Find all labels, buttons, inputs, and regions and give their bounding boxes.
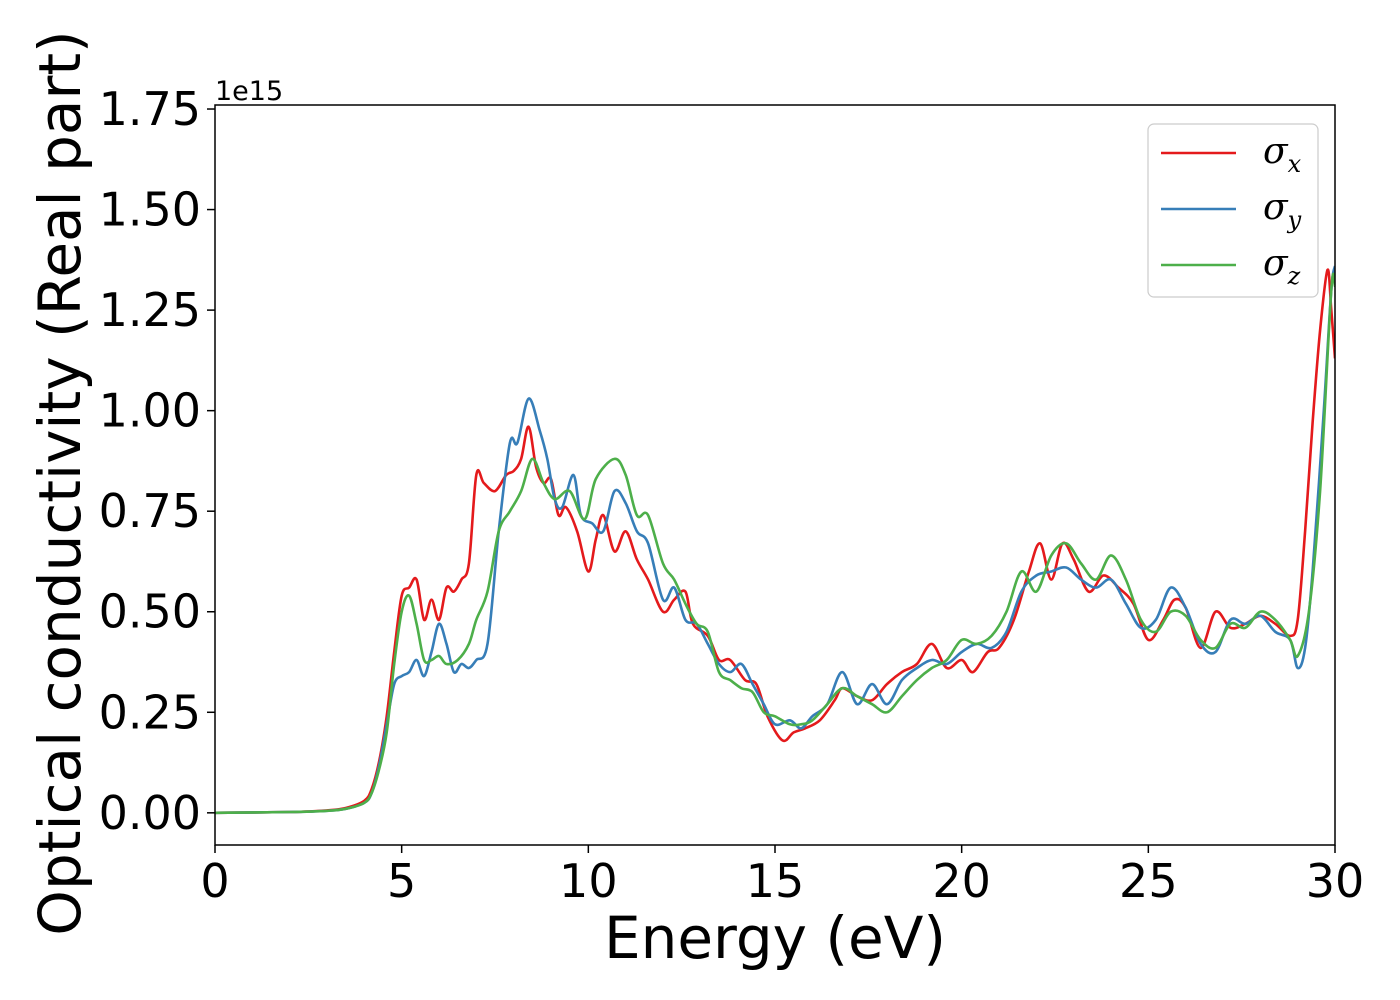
x-axis-label: Energy (eV): [604, 904, 946, 972]
plot-area: [215, 265, 1335, 815]
x-tick-label: 20: [932, 854, 991, 908]
y-tick-label: 1.25: [99, 283, 201, 337]
x-tick-label: 0: [200, 854, 229, 908]
legend-label-x: σx: [1263, 131, 1302, 178]
y-axis-offset-label: 1e15: [215, 76, 283, 107]
y-tick-label: 1.75: [99, 82, 201, 136]
y-tick-label: 1.50: [99, 183, 201, 237]
x-tick-label: 30: [1306, 854, 1365, 908]
x-tick-label: 25: [1119, 854, 1178, 908]
y-tick-label: 1.00: [99, 384, 201, 438]
y-axis: 0.00 0.25 0.50 0.75 1.00 1.25 1.50 1.75: [99, 82, 215, 840]
legend-box: [1147, 123, 1319, 298]
x-tick-label: 5: [387, 854, 416, 908]
x-tick-label: 15: [746, 854, 805, 908]
series-line-y: [215, 265, 1335, 815]
legend-label-y: σy: [1263, 187, 1302, 234]
x-tick-label: 10: [559, 854, 618, 908]
y-axis-label: Optical conductivity (Real part): [26, 30, 94, 935]
legend: σx σy σz: [1147, 123, 1319, 298]
y-tick-label: 0.00: [99, 786, 201, 840]
x-axis: 0 5 10 15 20 25 30: [200, 845, 1364, 908]
y-tick-label: 0.50: [99, 585, 201, 639]
y-tick-label: 0.25: [99, 685, 201, 739]
series-line-z: [215, 272, 1335, 815]
series-line-x: [215, 268, 1335, 815]
legend-label-z: σz: [1263, 243, 1301, 290]
y-tick-label: 0.75: [99, 484, 201, 538]
